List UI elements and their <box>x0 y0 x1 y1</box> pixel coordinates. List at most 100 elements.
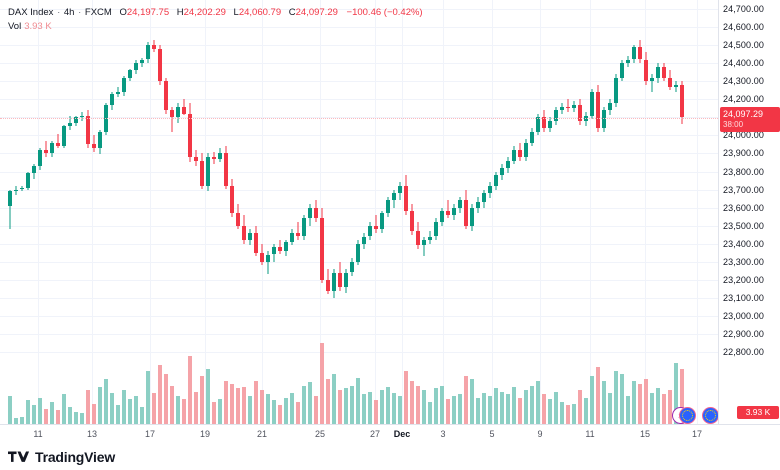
candle-body <box>43 149 49 154</box>
candle <box>523 0 529 424</box>
candle-body <box>85 115 91 145</box>
volume-bar <box>391 393 397 424</box>
candle <box>583 0 589 424</box>
volume-bar <box>445 399 451 424</box>
candle-body <box>217 153 223 159</box>
volume-bar <box>163 374 169 424</box>
current-price-line <box>0 117 718 119</box>
volume-bar <box>517 398 523 424</box>
candle <box>457 0 463 424</box>
candle <box>403 0 409 424</box>
volume-bar <box>637 383 643 424</box>
volume-bar <box>439 385 445 424</box>
time-axis-tick: 3 <box>440 429 446 439</box>
candle <box>277 0 283 424</box>
candle <box>637 0 643 424</box>
candle-wick <box>423 236 425 257</box>
candle <box>121 0 127 424</box>
candle-body <box>295 232 301 237</box>
volume-bar <box>481 393 487 424</box>
volume-bar <box>589 375 595 424</box>
candle-body <box>463 200 469 226</box>
volume-bar <box>571 404 577 424</box>
candle-wick <box>279 240 281 255</box>
candle <box>427 0 433 424</box>
candle <box>319 0 325 424</box>
candle <box>385 0 391 424</box>
volume-bar <box>85 389 91 424</box>
volume-bar <box>7 396 13 424</box>
gridline-h <box>0 171 718 173</box>
candle-wick <box>447 200 449 219</box>
candle <box>577 0 583 424</box>
candle <box>625 0 631 424</box>
volume-bar <box>655 388 661 424</box>
gridline-v <box>320 0 321 424</box>
candle <box>211 0 217 424</box>
chart-footer: TradingView <box>0 446 780 470</box>
volume-bar <box>151 393 157 424</box>
volume-bar <box>469 379 475 424</box>
candle-body <box>175 106 181 118</box>
chart-plot-area[interactable]: ⚡ <box>0 0 718 424</box>
volume-bar <box>367 391 373 424</box>
eur-economic-event-icon[interactable] <box>679 407 696 424</box>
tradingview-mark-icon <box>8 451 30 462</box>
candle <box>73 0 79 424</box>
candle <box>25 0 31 424</box>
candle-body <box>481 193 487 203</box>
candle-wick <box>45 140 47 157</box>
candle <box>397 0 403 424</box>
volume-bar <box>529 385 535 424</box>
volume-bar <box>397 396 403 424</box>
volume-bar <box>73 411 79 424</box>
time-axis-tick: 17 <box>144 429 156 439</box>
eur-economic-event-2-icon[interactable] <box>702 407 718 424</box>
candle <box>109 0 115 424</box>
candle <box>259 0 265 424</box>
volume-bar <box>583 398 589 424</box>
volume-bar <box>433 388 439 424</box>
time-axis-tick: 15 <box>639 429 651 439</box>
candle <box>571 0 577 424</box>
candle-body <box>679 84 685 118</box>
candle-wick <box>171 106 173 132</box>
candle-body <box>193 157 199 161</box>
candle <box>511 0 517 424</box>
volume-bar <box>37 398 43 424</box>
candle-body <box>115 92 121 94</box>
volume-bar <box>607 393 613 424</box>
candle <box>151 0 157 424</box>
volume-bar <box>577 389 583 424</box>
volume-bar <box>541 394 547 424</box>
volume-bar <box>601 380 607 424</box>
volume-bar <box>385 386 391 424</box>
time-axis-tick: 5 <box>489 429 495 439</box>
candle-body <box>433 222 439 237</box>
volume-bar <box>145 371 151 424</box>
time-axis-tick: 27 <box>369 429 381 439</box>
candle-body <box>199 160 205 186</box>
volume-bar <box>265 394 271 424</box>
candle-body <box>607 102 613 111</box>
gridline-h <box>0 99 718 101</box>
candle-body <box>577 104 583 121</box>
price-axis[interactable]: 24,700.00 24,600.00 24,500.00 24,400.00 24,3… <box>718 0 780 424</box>
candle-body <box>421 240 427 246</box>
volume-bar <box>127 399 133 424</box>
volume-bar <box>157 365 163 424</box>
candle-body <box>241 225 247 240</box>
gridline-h <box>0 81 718 83</box>
volume-bar <box>283 398 289 424</box>
candle-body <box>55 142 61 147</box>
time-axis[interactable]: 11 13 17 19 21 25 27 Dec 3 5 9 11 15 17 <box>0 424 780 447</box>
gridline-v <box>205 0 206 424</box>
volume-bar <box>25 400 31 424</box>
gridline-v <box>92 0 93 424</box>
tradingview-logo[interactable]: TradingView <box>8 449 115 465</box>
volume-bar <box>331 374 337 424</box>
candle-body <box>73 117 79 123</box>
volume-bar <box>175 396 181 424</box>
candle <box>469 0 475 424</box>
candle <box>229 0 235 424</box>
